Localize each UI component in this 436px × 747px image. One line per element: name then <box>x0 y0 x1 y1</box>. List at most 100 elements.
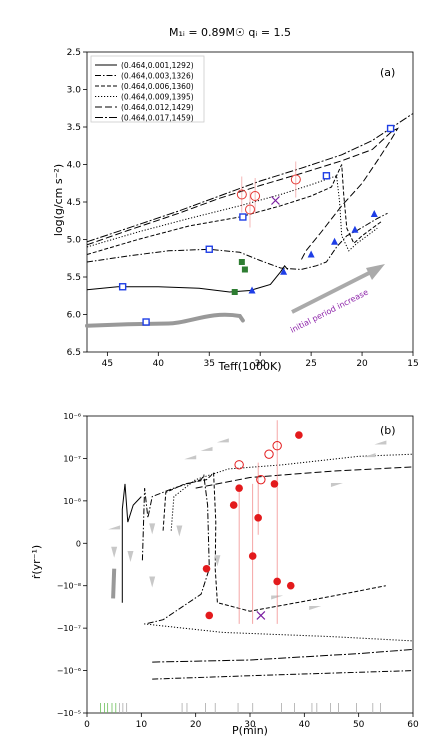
x-tick-label: 45 <box>102 359 113 369</box>
observation-open-point <box>234 460 244 470</box>
direction-arrow <box>108 525 121 530</box>
y-tick-label: −10⁻⁷ <box>57 624 81 633</box>
x-tick-label: 0 <box>84 720 90 730</box>
track-line <box>170 453 414 531</box>
series-line <box>86 113 414 243</box>
y-tick-label: 5.5 <box>67 273 81 283</box>
direction-arrow <box>330 483 343 488</box>
x-tick-label: 25 <box>305 359 316 369</box>
direction-arrow <box>149 576 156 588</box>
observation-point <box>270 480 279 488</box>
series-line <box>86 212 388 271</box>
x-tick-label: 60 <box>407 720 419 730</box>
model-green-square <box>231 289 238 295</box>
x-tick-label: 20 <box>190 720 202 730</box>
panel-b-label: (b) <box>380 424 396 437</box>
panel-b-ylabel: ṙ(yr⁻¹) <box>30 545 43 579</box>
observation-point <box>286 581 295 590</box>
y-tick-label: 5.0 <box>67 236 82 246</box>
series-line <box>86 264 289 293</box>
legend-entry: (0.464,0.009,1395) <box>121 93 194 102</box>
model-square <box>239 213 247 221</box>
x-tick-label: 15 <box>407 359 418 369</box>
direction-arrow <box>184 455 197 460</box>
direction-arrow <box>214 555 221 567</box>
model-triangle <box>307 250 315 258</box>
direction-arrow <box>374 440 387 445</box>
direction-arrow <box>309 606 322 611</box>
panel-a: 45 40 35 30 25 20 15 2.5 3.0 3.5 4.0 4.5 5.0 5.5 6.0 6.… <box>52 48 419 373</box>
track-line <box>141 473 210 625</box>
track-line <box>111 568 117 599</box>
panel-a-observations <box>118 124 395 326</box>
direction-arrow <box>149 523 156 535</box>
model-square <box>386 124 395 133</box>
observation-point <box>254 514 262 522</box>
track-line <box>121 483 142 603</box>
panel-b-frame <box>86 415 414 714</box>
observation-point <box>229 501 238 509</box>
observation-open-circle <box>236 189 247 200</box>
panel-a-ylabel: log(g/cm s⁻²) <box>52 164 65 236</box>
y-tick-label: 2.5 <box>67 48 81 58</box>
observation-open-circle <box>250 191 261 201</box>
period-arrow-head <box>366 264 385 280</box>
track-line <box>195 466 414 489</box>
observation-open-circle <box>245 204 255 215</box>
y-tick-label: 3.0 <box>67 86 82 96</box>
model-square <box>322 172 331 180</box>
panel-b-ticks: 0 10 20 30 40 50 60 10⁻⁶ 10⁻⁷ 10⁻⁸ 0 −10⁻⁸ −10⁻⁷ −10⁻… <box>57 412 419 730</box>
direction-arrow <box>176 525 183 537</box>
legend-entry: (0.464,0.003,1326) <box>121 72 194 81</box>
model-triangle <box>370 210 378 217</box>
track-line <box>152 670 414 680</box>
x-tick-label: 40 <box>153 359 165 369</box>
direction-arrow <box>363 453 376 458</box>
observation-open-point <box>272 441 282 451</box>
track-line <box>162 472 386 612</box>
direction-arrow <box>200 446 213 451</box>
period-arrow <box>291 268 376 314</box>
panel-a-tracks <box>85 113 414 328</box>
observation-open-point <box>264 449 274 459</box>
legend-box <box>90 55 205 123</box>
track-line <box>152 648 414 663</box>
model-triangle <box>248 286 256 294</box>
panel-b-observations <box>202 420 303 624</box>
panel-b-tracks <box>100 438 414 713</box>
panel-b-xlabel: P(min) <box>232 724 268 737</box>
observation-point <box>248 552 257 560</box>
x-tick-label: 30 <box>254 359 266 369</box>
legend-entry: (0.464,0.006,1360) <box>121 82 194 91</box>
direction-arrow <box>127 551 134 563</box>
observation-open-circle <box>290 174 301 185</box>
legend-entry: (0.464,0.012,1429) <box>121 103 194 112</box>
period-increase-annotation: initial period increase <box>289 264 385 335</box>
x-tick-label: 40 <box>299 720 311 730</box>
direction-arrow <box>111 546 118 558</box>
y-tick-label: 10⁻⁸ <box>63 497 81 506</box>
model-square <box>205 245 213 253</box>
model-triangle <box>331 237 339 245</box>
panel-a-label: (a) <box>380 66 395 79</box>
y-tick-label: 4.5 <box>67 198 81 208</box>
model-green-square <box>241 266 248 273</box>
y-tick-label: 6.0 <box>67 311 82 321</box>
x-tick-label: 10 <box>136 720 148 730</box>
observation-point <box>235 484 243 492</box>
thick-grey-track <box>85 312 245 328</box>
legend-entry: (0.464,0.017,1459) <box>121 114 194 123</box>
y-tick-label: 10⁻⁷ <box>63 454 81 463</box>
observation-open-point <box>256 474 266 485</box>
x-tick-label: 20 <box>356 359 368 369</box>
y-tick-label: −10⁻⁸ <box>57 582 81 591</box>
observation-point <box>205 611 214 620</box>
x-tick-label: 50 <box>353 720 365 730</box>
series-line <box>86 175 378 252</box>
observation-cross <box>271 196 280 205</box>
observation-point <box>295 431 303 439</box>
legend: (0.464,0.001,1292)(0.464,0.003,1326)(0.4… <box>90 55 205 123</box>
x-tick-label: 35 <box>204 359 215 369</box>
y-tick-label: 3.5 <box>67 123 81 133</box>
